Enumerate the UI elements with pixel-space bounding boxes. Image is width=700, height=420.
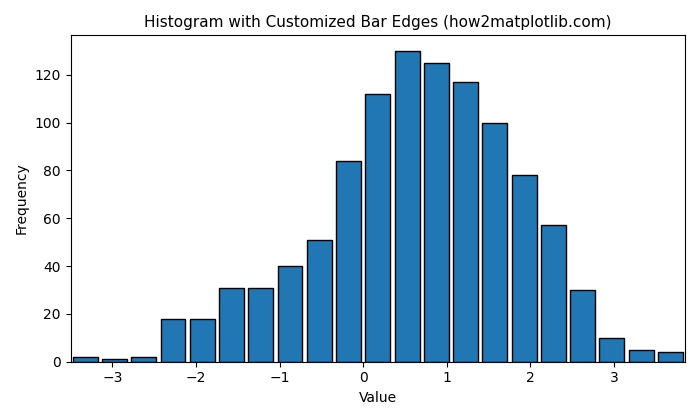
Bar: [453, 82, 478, 362]
Bar: [570, 290, 595, 362]
Bar: [424, 63, 449, 362]
Bar: [190, 319, 215, 362]
Bar: [687, 357, 700, 362]
Bar: [482, 123, 508, 362]
Bar: [336, 161, 361, 362]
Bar: [160, 319, 186, 362]
Y-axis label: Frequency: Frequency: [15, 163, 29, 234]
Bar: [512, 175, 536, 362]
Bar: [219, 288, 244, 362]
Bar: [541, 226, 566, 362]
Bar: [102, 360, 127, 362]
Bar: [599, 338, 624, 362]
X-axis label: Value: Value: [359, 391, 397, 405]
Bar: [365, 94, 391, 362]
Bar: [658, 352, 682, 362]
Bar: [395, 51, 419, 362]
Bar: [132, 357, 156, 362]
Bar: [73, 357, 98, 362]
Bar: [278, 266, 302, 362]
Bar: [629, 350, 654, 362]
Title: Histogram with Customized Bar Edges (how2matplotlib.com): Histogram with Customized Bar Edges (how…: [144, 15, 612, 30]
Bar: [248, 288, 273, 362]
Bar: [307, 240, 332, 362]
